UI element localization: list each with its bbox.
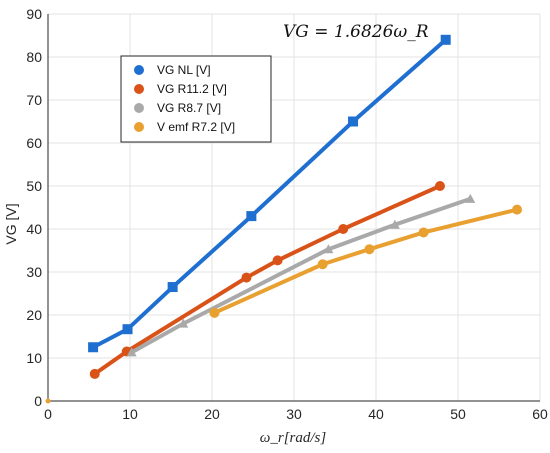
data-point (178, 318, 189, 328)
data-point (209, 307, 220, 318)
data-point (126, 347, 137, 357)
series-1 (88, 34, 451, 353)
data-point (88, 342, 99, 353)
data-point (418, 227, 429, 238)
legend-entry: VG R8.7 [V] (157, 101, 221, 115)
x-axis-label: ω_r[rad/s] (260, 430, 327, 446)
series-2 (89, 181, 445, 379)
y-axis-label: VG [V] (3, 203, 19, 244)
data-point (122, 324, 133, 335)
legend-marker (134, 122, 144, 132)
data-point (317, 259, 328, 270)
legend-entry: VG R11.2 [V] (157, 82, 227, 96)
y-tick-label: 10 (26, 350, 42, 366)
series-3 (126, 193, 476, 357)
series-line (92, 184, 442, 376)
series-4 (209, 204, 523, 318)
data-point (167, 282, 178, 293)
origin-point (45, 398, 51, 404)
tick-labels: 0 10 20 30 40 50 60 0 10 20 30 40 50 60 70 80 90 (26, 6, 548, 422)
y-tick-label: 40 (26, 221, 42, 237)
data-point (364, 244, 375, 255)
legend-entry: V emf R7.2 [V] (157, 120, 235, 134)
data-point (348, 116, 359, 127)
grid-lines (47, 13, 541, 402)
legend-marker (134, 65, 144, 75)
data-point (434, 181, 445, 191)
data-point (241, 272, 252, 283)
data-point (323, 244, 334, 254)
x-tick-label: 0 (44, 406, 52, 422)
x-tick-label: 50 (450, 406, 466, 422)
legend: VG NL [V] VG R11.2 [V] VG R8.7 [V] V emf R7… (120, 55, 272, 143)
y-tick-label: 0 (34, 393, 42, 409)
data-point (338, 224, 349, 234)
axes (47, 14, 540, 402)
legend-box (120, 55, 272, 143)
x-tick-label: 30 (286, 406, 302, 422)
series-group (45, 34, 523, 404)
data-point (89, 368, 100, 379)
y-tick-label: 60 (26, 135, 42, 151)
y-tick-label: 20 (26, 307, 42, 323)
y-tick-label: 50 (26, 178, 42, 194)
data-point (272, 255, 283, 266)
legend-marker (134, 103, 144, 113)
x-tick-label: 10 (122, 406, 138, 422)
data-point (246, 211, 257, 222)
x-tick-label: 40 (368, 406, 384, 422)
y-tick-label: 90 (26, 6, 42, 22)
data-point (389, 219, 400, 229)
legend-marker (134, 84, 144, 94)
y-tick-label: 30 (26, 264, 42, 280)
series-line (91, 37, 448, 350)
x-tick-label: 60 (532, 406, 548, 422)
x-tick-label: 20 (204, 406, 220, 422)
legend-entry: VG NL [V] (157, 63, 211, 77)
data-point (512, 204, 523, 215)
data-point (465, 193, 476, 203)
equation-annotation: VG = 1.6826ω_R (283, 22, 429, 42)
y-tick-label: 70 (26, 92, 42, 108)
data-point (440, 34, 451, 45)
y-tick-label: 80 (26, 49, 42, 65)
